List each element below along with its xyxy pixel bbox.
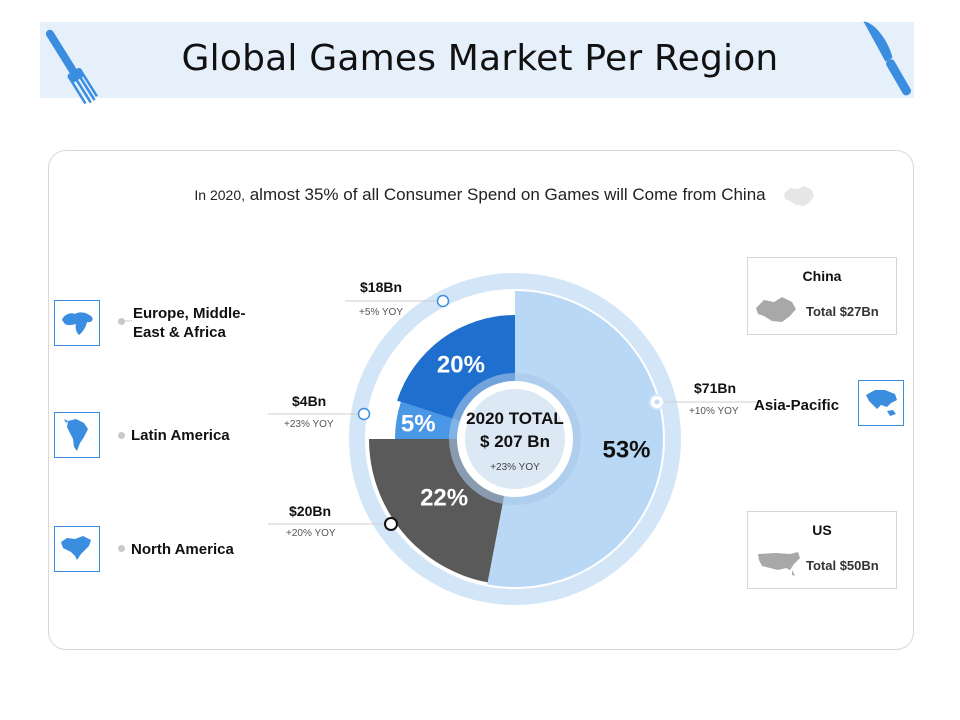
- china-map-icon: [756, 297, 796, 322]
- emea-label-line2: East & Africa: [133, 324, 226, 341]
- center-total-value: $ 207 Bn: [480, 432, 550, 451]
- latam-label: Latin America: [131, 427, 230, 444]
- apac-yoy: +10% YOY: [689, 406, 739, 417]
- china-info-box: China Total $27Bn: [747, 257, 897, 335]
- emea-value: $18Bn: [360, 279, 403, 295]
- na-map-box: [54, 526, 100, 572]
- latam-value: $4Bn: [292, 393, 327, 409]
- north-america-map-icon: [61, 536, 91, 560]
- emea-marker: [436, 294, 450, 308]
- fork-icon: [45, 29, 98, 105]
- south-america-map-icon: [64, 419, 88, 451]
- title-banner: [40, 22, 914, 98]
- na-dot: [118, 545, 125, 552]
- emea-dot: [118, 318, 125, 325]
- subtitle-text: almost 35% of all Consumer Spend on Game…: [245, 185, 766, 204]
- us-map-icon: [758, 552, 800, 576]
- center-yoy: +23% YOY: [490, 462, 540, 473]
- asia-map-icon: [866, 390, 897, 416]
- center-total-label: 2020 TOTAL: [466, 409, 564, 428]
- latam-marker: [357, 407, 371, 421]
- emea-yoy: +5% YOY: [359, 307, 404, 318]
- na-marker: [384, 517, 398, 531]
- center-inner: [465, 389, 565, 489]
- china-title: China: [802, 268, 842, 284]
- apac-label: Asia-Pacific: [754, 397, 840, 414]
- donut-chart: 53% 22% 5% 20%: [349, 273, 681, 605]
- na-label: North America: [131, 541, 234, 558]
- emea-label: Europe, Middle- East & Africa: [133, 304, 246, 342]
- slice-label-emea: 20%: [437, 352, 485, 379]
- page-title: Global Games Market Per Region: [181, 38, 779, 79]
- slice-label-na: 22%: [420, 485, 468, 512]
- apac-map-box: [858, 380, 904, 426]
- latam-dot: [118, 432, 125, 439]
- na-value: $20Bn: [289, 503, 332, 519]
- us-title: US: [812, 522, 832, 538]
- emea-map-box: [54, 300, 100, 346]
- europe-map-icon: [62, 312, 93, 335]
- subtitle-year: In 2020,: [194, 187, 245, 203]
- knife-icon: [863, 21, 911, 96]
- slice-label-apac: 53%: [602, 437, 650, 464]
- china-watermark-icon: [784, 186, 814, 206]
- subtitle: In 2020, almost 35% of all Consumer Spen…: [0, 185, 960, 205]
- us-info-box: US Total $50Bn: [747, 511, 897, 589]
- emea-label-line1: Europe, Middle-: [133, 305, 246, 322]
- latam-map-box: [54, 412, 100, 458]
- slice-label-latam: 5%: [401, 411, 436, 438]
- latam-yoy: +23% YOY: [284, 419, 334, 430]
- us-total: Total $50Bn: [806, 558, 879, 573]
- apac-value: $71Bn: [694, 380, 737, 396]
- china-total: Total $27Bn: [806, 304, 879, 319]
- na-yoy: +20% YOY: [286, 528, 336, 539]
